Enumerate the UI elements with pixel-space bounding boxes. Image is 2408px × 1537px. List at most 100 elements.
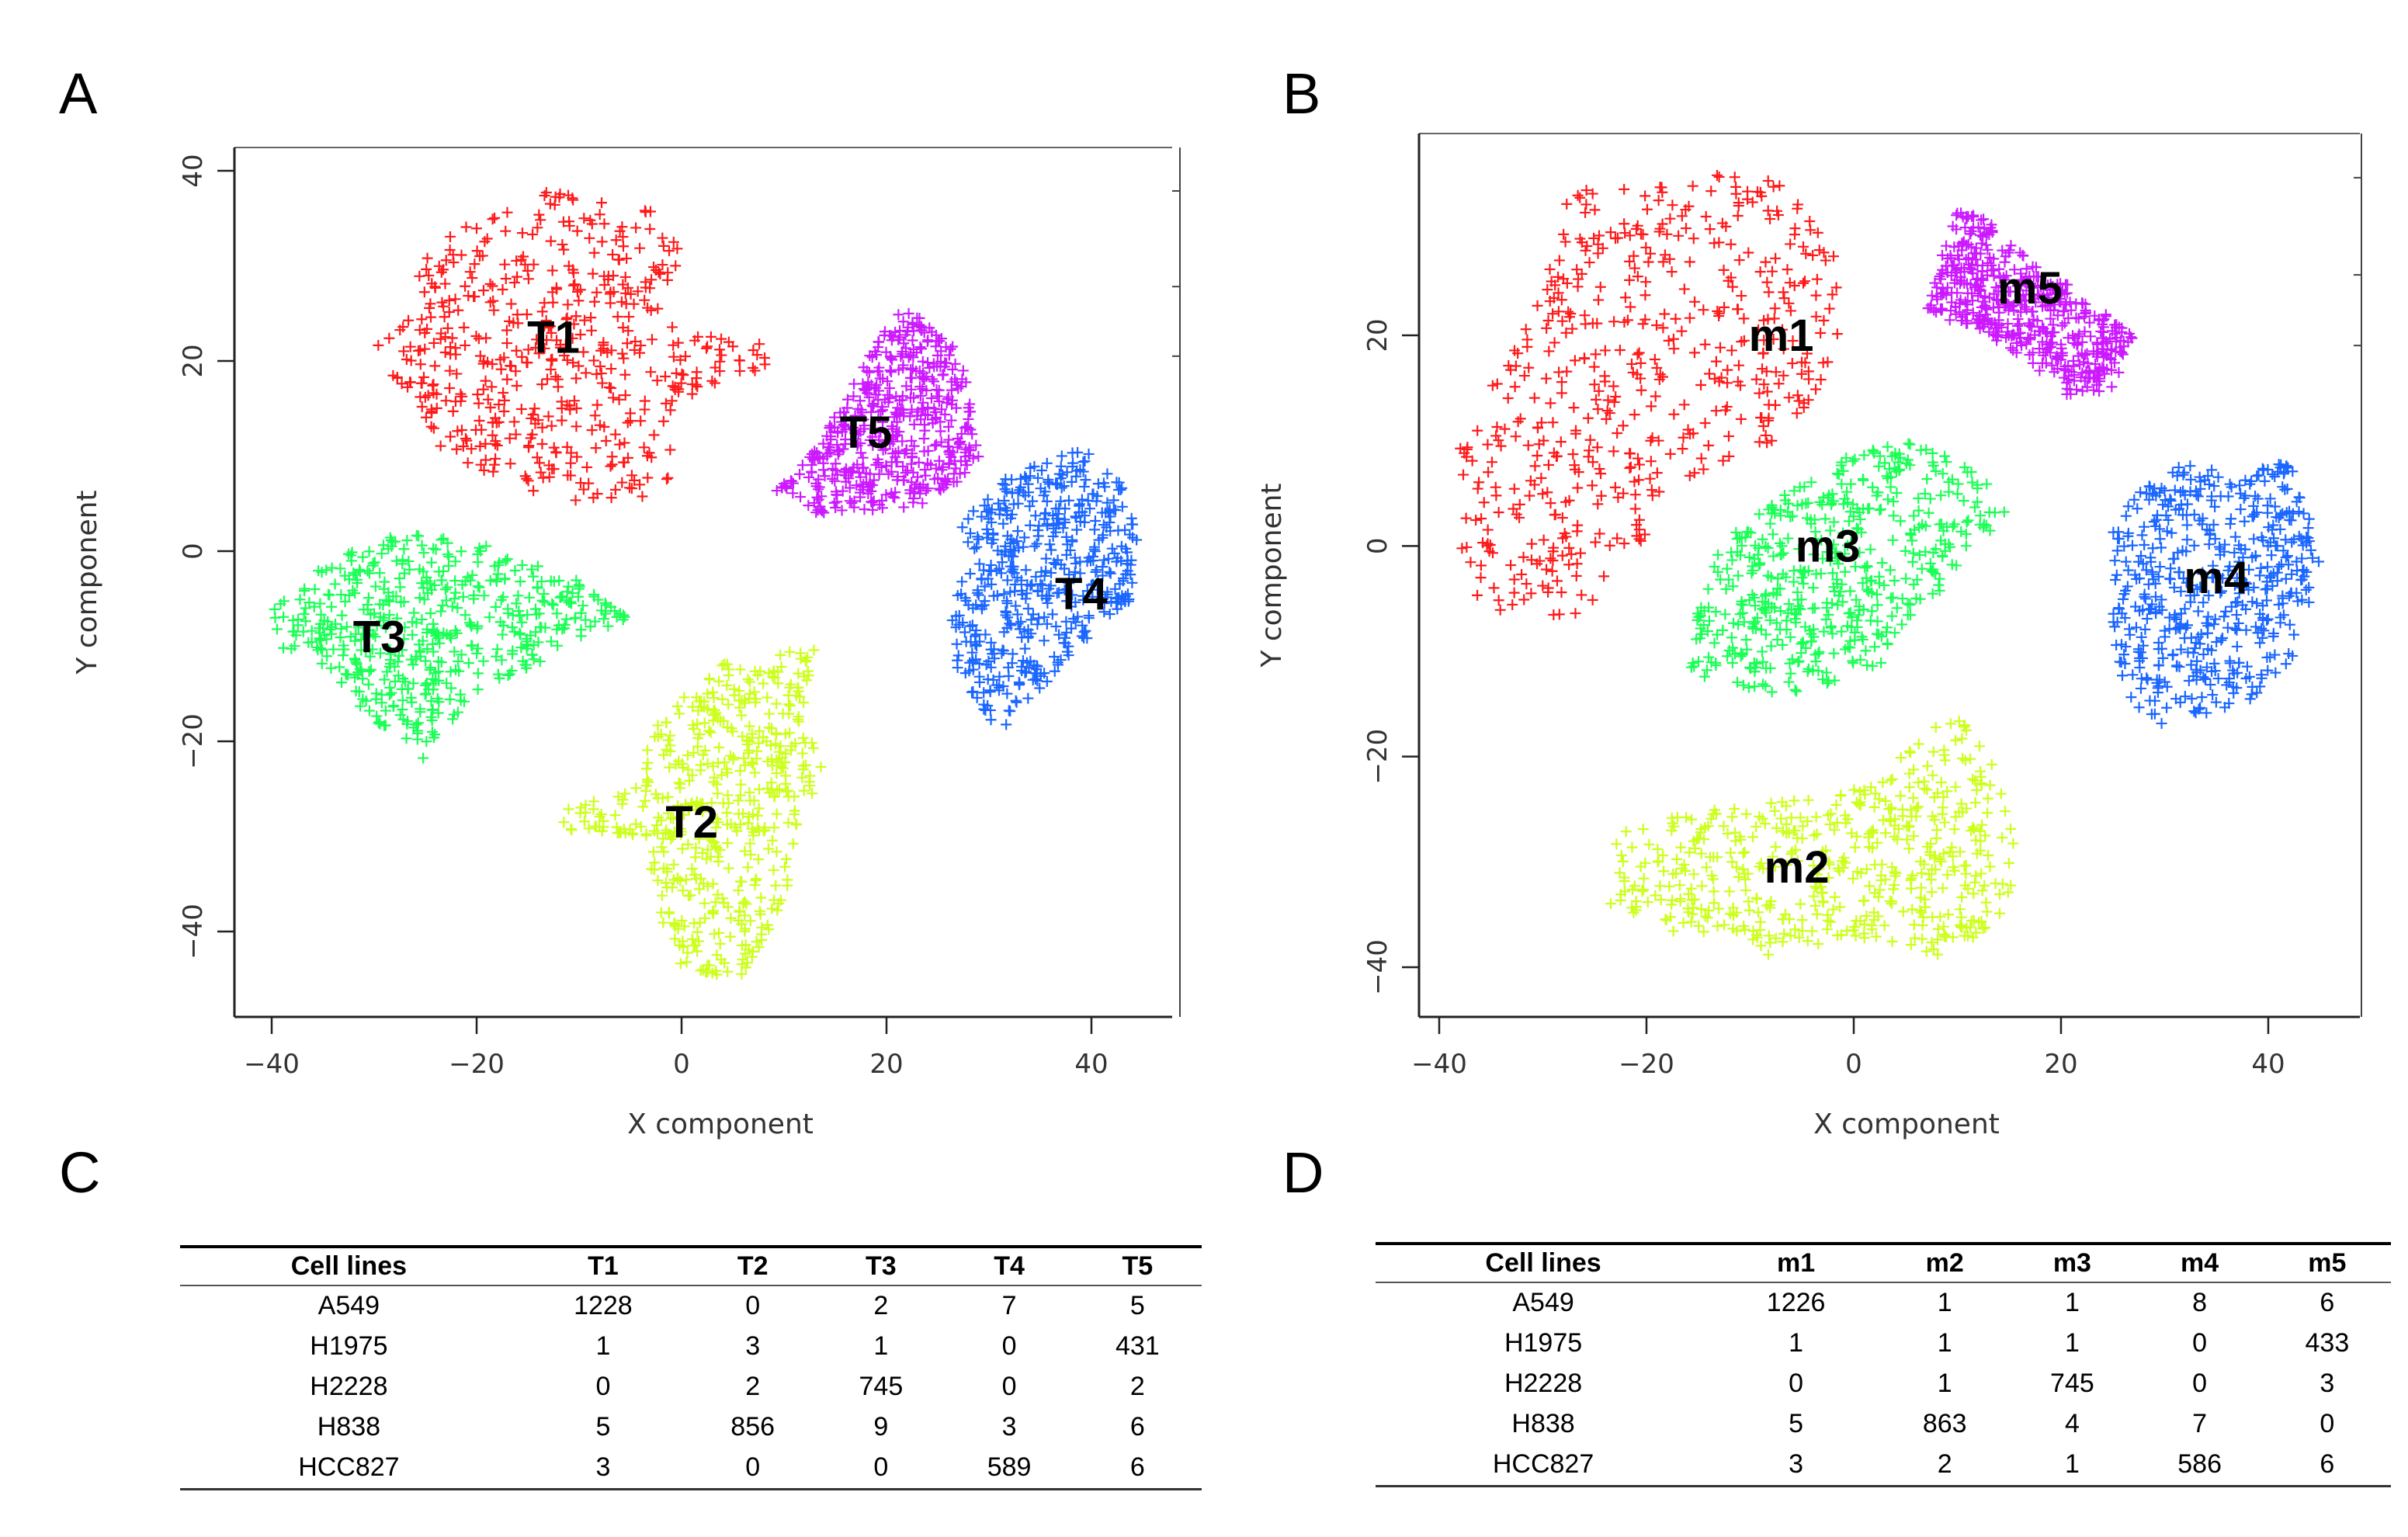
data-point bbox=[1673, 230, 1685, 241]
data-point bbox=[1853, 798, 1865, 810]
data-point bbox=[1905, 883, 1917, 894]
data-point bbox=[1886, 802, 1897, 814]
data-point bbox=[2234, 480, 2246, 491]
data-point bbox=[530, 342, 542, 354]
data-point bbox=[678, 370, 689, 381]
data-point bbox=[1885, 481, 1896, 493]
data-point bbox=[1644, 473, 1656, 484]
data-point bbox=[2111, 569, 2122, 581]
data-point bbox=[599, 218, 610, 230]
data-point bbox=[2224, 478, 2236, 490]
data-point bbox=[1703, 368, 1715, 380]
data-point bbox=[1791, 685, 1803, 697]
data-point bbox=[607, 248, 619, 260]
data-point bbox=[1915, 444, 1927, 456]
data-point bbox=[1465, 557, 1476, 568]
data-point bbox=[1753, 907, 1764, 918]
data-point bbox=[571, 311, 582, 322]
data-point bbox=[403, 314, 415, 326]
data-point bbox=[1678, 399, 1690, 411]
data-point bbox=[1696, 880, 1708, 892]
data-point bbox=[1872, 599, 1883, 611]
data-point bbox=[1806, 925, 1818, 937]
data-point bbox=[1508, 574, 1520, 585]
data-point bbox=[1486, 456, 1497, 468]
data-point bbox=[1699, 418, 1711, 429]
data-point bbox=[1668, 343, 1680, 355]
data-point bbox=[2154, 561, 2166, 573]
data-point bbox=[1994, 888, 2006, 900]
data-point bbox=[2112, 526, 2124, 538]
data-point bbox=[1587, 594, 1598, 605]
data-point bbox=[1713, 237, 1725, 248]
data-point bbox=[639, 205, 651, 217]
data-point bbox=[652, 303, 664, 314]
data-point bbox=[1676, 325, 1688, 337]
data-point bbox=[1797, 241, 1809, 252]
data-point bbox=[1732, 304, 1744, 315]
data-point bbox=[440, 255, 452, 266]
data-point bbox=[1948, 824, 1960, 835]
data-point bbox=[1895, 752, 1907, 764]
data-point bbox=[1675, 841, 1687, 853]
data-point bbox=[2303, 513, 2315, 525]
data-point bbox=[2094, 385, 2105, 397]
x-tick-label: 40 bbox=[1074, 1049, 1108, 1080]
data-point bbox=[1685, 883, 1697, 894]
data-point bbox=[527, 228, 539, 240]
data-point bbox=[1580, 199, 1592, 210]
data-point bbox=[668, 236, 679, 248]
data-point bbox=[1967, 932, 1979, 943]
data-point bbox=[1712, 921, 1723, 932]
data-point bbox=[1555, 436, 1567, 448]
data-point bbox=[1921, 474, 1933, 485]
data-point bbox=[566, 824, 578, 836]
data-point bbox=[598, 343, 609, 355]
data-point bbox=[1718, 264, 1730, 276]
data-point bbox=[1695, 453, 1707, 464]
x-axis-title: X component bbox=[627, 1109, 814, 1140]
data-point bbox=[1834, 901, 1846, 913]
data-point bbox=[729, 821, 741, 833]
data-point bbox=[664, 404, 676, 416]
data-point bbox=[2208, 619, 2220, 630]
data-point bbox=[1822, 810, 1834, 821]
data-point bbox=[645, 366, 657, 378]
data-point bbox=[1476, 513, 1487, 525]
data-point bbox=[1903, 438, 1914, 449]
data-point bbox=[541, 335, 553, 346]
data-point bbox=[1807, 249, 1819, 261]
data-point bbox=[1702, 583, 1714, 595]
data-point bbox=[1711, 169, 1723, 181]
data-point bbox=[1802, 666, 1813, 678]
data-point bbox=[1971, 784, 1983, 796]
data-point bbox=[1698, 304, 1709, 316]
data-point bbox=[2231, 609, 2243, 621]
data-point bbox=[603, 381, 615, 393]
data-point bbox=[686, 769, 698, 781]
data-point bbox=[1886, 610, 1898, 622]
data-point bbox=[748, 758, 759, 770]
data-point bbox=[1896, 593, 1908, 605]
data-point bbox=[488, 304, 500, 316]
data-point bbox=[486, 381, 498, 393]
data-point bbox=[1633, 347, 1645, 359]
data-point bbox=[588, 355, 600, 366]
data-point bbox=[2125, 692, 2137, 703]
data-point bbox=[1913, 776, 1924, 788]
data-point bbox=[456, 424, 467, 435]
data-point bbox=[1733, 570, 1744, 581]
data-point bbox=[1882, 441, 1893, 453]
data-point bbox=[1664, 213, 1676, 224]
data-point bbox=[744, 720, 755, 732]
data-point bbox=[1660, 914, 1671, 925]
data-point bbox=[1907, 547, 1919, 559]
data-point bbox=[1547, 417, 1559, 428]
data-point bbox=[729, 689, 741, 701]
y-axis-title: Y component bbox=[71, 490, 103, 675]
data-point bbox=[1494, 604, 1506, 616]
data-point bbox=[714, 356, 726, 367]
data-point bbox=[443, 307, 455, 318]
data-point bbox=[1750, 821, 1762, 832]
data-point bbox=[1625, 301, 1636, 313]
